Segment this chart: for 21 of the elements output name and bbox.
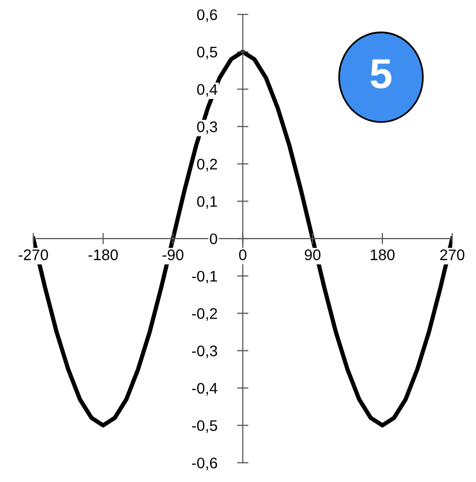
y-tick-label: -0,4 bbox=[192, 382, 218, 396]
y-tick-label: 0,3 bbox=[197, 121, 218, 134]
y-tick-label: -0,3 bbox=[192, 346, 218, 358]
y-tick-label: 0,2 bbox=[197, 158, 217, 172]
annotation: 5 bbox=[370, 59, 392, 88]
x-tick-label: 180 bbox=[370, 249, 395, 260]
y-tick-label: 0,5 bbox=[197, 46, 218, 60]
y-tick-label: -0,6 bbox=[192, 458, 218, 470]
x-tick-label: -180 bbox=[88, 249, 118, 260]
y-tick-label: 0,4 bbox=[197, 84, 218, 97]
x-tick-label: -270 bbox=[18, 249, 48, 260]
y-tick-label: 0 bbox=[210, 233, 218, 244]
x-tick-label: 0 bbox=[239, 249, 246, 260]
y-tick-label: 0,6 bbox=[197, 9, 218, 22]
y-tick-label: -0,2 bbox=[192, 308, 217, 321]
y-tick-label: -0,1 bbox=[192, 270, 218, 284]
x-tick-label: 90 bbox=[304, 249, 320, 260]
x-tick-label: 270 bbox=[440, 249, 464, 260]
x-tick-label: -90 bbox=[162, 249, 184, 260]
y-tick-label: 0,1 bbox=[197, 196, 218, 209]
y-tick-label: -0,5 bbox=[192, 420, 218, 433]
